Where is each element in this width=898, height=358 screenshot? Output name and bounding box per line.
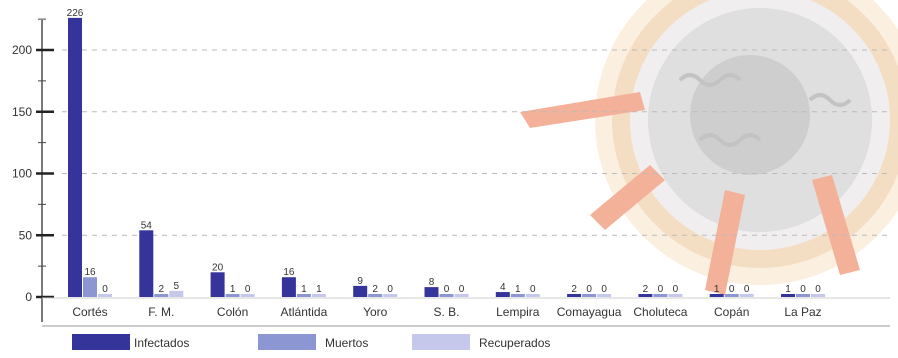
data-label-muertos-3: 1 — [301, 284, 307, 295]
bar-recuperados-7 — [597, 294, 612, 297]
bar-recuperados-3 — [311, 294, 326, 297]
data-label-muertos-4: 2 — [372, 284, 378, 295]
y-tick-label: 150 — [12, 105, 32, 119]
y-tick-label: 200 — [12, 43, 32, 57]
data-label-muertos-8: 0 — [658, 284, 664, 295]
data-label-infectados-5: 8 — [429, 277, 435, 288]
bar-muertos-3 — [296, 294, 311, 297]
data-label-muertos-10: 0 — [800, 284, 806, 295]
legend-label-infectados: Infectados — [134, 336, 189, 350]
data-label-muertos-1: 2 — [159, 284, 165, 295]
legend-label-recuperados: Recuperados — [479, 336, 550, 350]
y-tick-label: 100 — [12, 167, 32, 181]
bar-recuperados-5 — [454, 294, 469, 297]
legend-swatch-recuperados — [412, 334, 470, 350]
data-label-infectados-3: 16 — [283, 267, 295, 278]
bar-muertos-5 — [439, 294, 454, 297]
data-label-muertos-9: 0 — [729, 284, 735, 295]
legend-label-muertos: Muertos — [325, 336, 368, 350]
virus-illustration — [520, 0, 898, 295]
data-label-muertos-7: 0 — [586, 284, 592, 295]
x-tick-label: Copán — [714, 305, 749, 319]
data-label-recuperados-4: 0 — [387, 284, 393, 295]
bar-muertos-7 — [582, 294, 597, 297]
data-label-recuperados-8: 0 — [673, 284, 679, 295]
data-label-muertos-6: 1 — [515, 284, 521, 295]
data-label-infectados-9: 1 — [714, 284, 720, 295]
bar-infectados-6 — [495, 292, 510, 297]
x-tick-label: La Paz — [784, 305, 821, 319]
data-label-recuperados-7: 0 — [601, 284, 607, 295]
data-label-infectados-6: 4 — [500, 282, 506, 293]
data-label-muertos-0: 16 — [84, 267, 96, 278]
data-label-muertos-5: 0 — [444, 284, 450, 295]
y-tick-label: 0 — [25, 290, 32, 304]
legend-swatch-infectados — [72, 334, 130, 350]
x-tick-label: Cortés — [72, 305, 107, 319]
bar-muertos-10 — [796, 294, 810, 297]
bar-muertos-8 — [653, 294, 668, 297]
x-tick-label: Lempira — [496, 305, 540, 319]
x-tick-label: Yoro — [363, 305, 388, 319]
bar-muertos-2 — [225, 294, 240, 297]
data-label-recuperados-9: 0 — [744, 284, 750, 295]
bar-recuperados-0 — [98, 294, 112, 297]
bar-infectados-5 — [424, 287, 439, 297]
category-labels: Cortés F. M. Colón Atlántida Yoro S. B. Lempir… — [72, 305, 821, 319]
y-tick-label: 50 — [19, 228, 33, 242]
bar-infectados-7 — [567, 294, 582, 297]
bar-infectados-1 — [139, 230, 154, 297]
data-label-infectados-7: 2 — [571, 284, 577, 295]
bar-muertos-9 — [724, 294, 739, 297]
bar-infectados-8 — [638, 294, 653, 297]
data-label-recuperados-6: 0 — [530, 284, 536, 295]
bar-recuperados-10 — [811, 294, 825, 297]
bar-recuperados-9 — [739, 294, 754, 297]
data-label-recuperados-5: 0 — [459, 284, 465, 295]
data-label-recuperados-1: 5 — [174, 281, 180, 292]
x-tick-label: F. M. — [148, 305, 174, 319]
bar-muertos-6 — [510, 294, 525, 297]
bar-infectados-4 — [353, 285, 368, 297]
legend: Infectados Muertos Recuperados — [42, 325, 890, 350]
bar-muertos-1 — [154, 294, 169, 297]
bar-infectados-2 — [210, 272, 225, 297]
bar-recuperados-1 — [169, 290, 184, 297]
data-label-recuperados-3: 1 — [316, 284, 322, 295]
data-label-infectados-10: 1 — [785, 284, 791, 295]
data-label-infectados-0: 226 — [67, 8, 84, 19]
x-tick-label: Atlántida — [281, 305, 328, 319]
legend-swatch-muertos — [258, 334, 316, 350]
bar-muertos-0 — [83, 277, 97, 297]
bar-infectados-10 — [781, 294, 795, 297]
x-tick-label: S. B. — [433, 305, 459, 319]
x-tick-label: Choluteca — [633, 305, 687, 319]
data-label-infectados-2: 20 — [212, 262, 224, 273]
x-tick-label: Colón — [217, 305, 248, 319]
bar-recuperados-8 — [668, 294, 683, 297]
bar-infectados-9 — [709, 294, 724, 297]
data-label-recuperados-10: 0 — [815, 284, 821, 295]
bar-muertos-4 — [368, 294, 383, 297]
x-tick-label: Comayagua — [557, 305, 622, 319]
data-label-muertos-2: 1 — [230, 284, 236, 295]
bar-infectados-0 — [68, 17, 82, 297]
data-label-infectados-4: 9 — [357, 276, 363, 287]
data-label-recuperados-0: 0 — [102, 284, 108, 295]
bar-recuperados-2 — [240, 294, 255, 297]
grid-lines — [62, 49, 890, 236]
data-label-recuperados-2: 0 — [245, 284, 251, 295]
data-label-infectados-1: 54 — [141, 220, 153, 231]
bar-recuperados-6 — [525, 294, 540, 297]
bar-recuperados-4 — [383, 294, 398, 297]
bar-infectados-3 — [281, 277, 296, 297]
data-label-infectados-8: 2 — [643, 284, 649, 295]
